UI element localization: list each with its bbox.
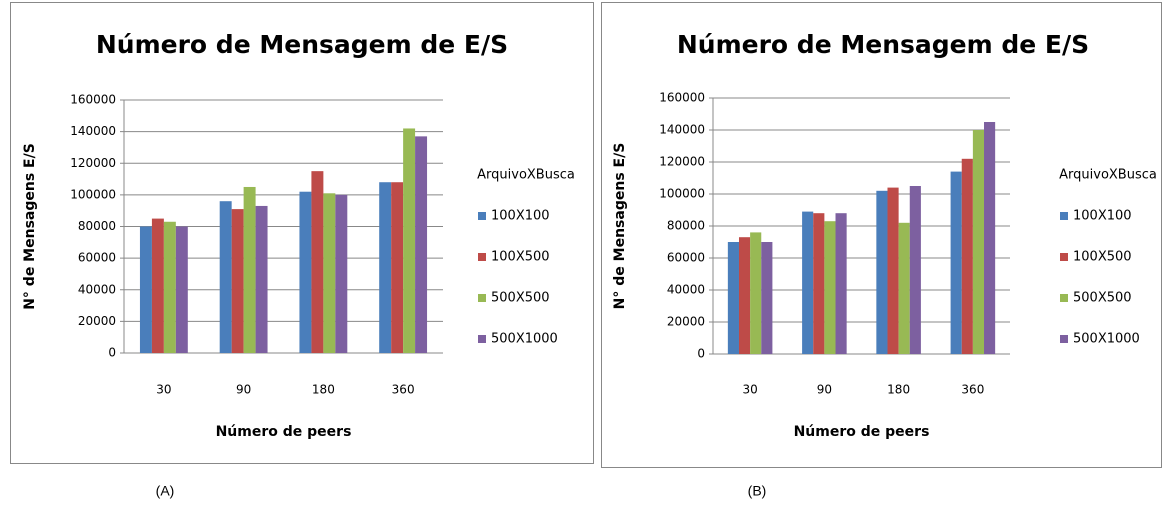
bar (887, 187, 899, 354)
bar (391, 182, 404, 353)
x-tick-label: 30 (742, 383, 757, 397)
bar (163, 221, 176, 353)
bar (835, 213, 847, 354)
bar (323, 193, 336, 353)
y-tick-label: 60000 (667, 251, 705, 265)
bar (151, 218, 164, 353)
bar (255, 205, 268, 353)
y-tick-label: 20000 (78, 314, 116, 328)
legend-swatch (1060, 294, 1068, 302)
x-tick-label: 30 (156, 383, 171, 397)
bar (824, 221, 836, 354)
legend-title: ArquivoXBusca (477, 168, 575, 183)
bar (311, 171, 324, 353)
bar (961, 158, 973, 354)
y-tick-label: 20000 (667, 315, 705, 329)
legend-swatch (478, 294, 486, 302)
y-tick-label: 40000 (78, 282, 116, 296)
y-tick-label: 100000 (659, 187, 705, 201)
bar (403, 128, 416, 353)
bar (750, 232, 762, 354)
x-tick-label: 360 (392, 383, 415, 397)
y-tick-label: 120000 (70, 156, 116, 170)
x-tick-label: 90 (236, 383, 251, 397)
y-tick-label: 40000 (667, 283, 705, 297)
bar (950, 171, 962, 354)
legend-swatch (478, 253, 486, 261)
bar (219, 201, 232, 353)
bar (972, 130, 985, 354)
bar (335, 194, 348, 353)
y-axis-label: N° de Mensagens E/S (612, 143, 628, 310)
bar (898, 222, 910, 354)
y-tick-label: 0 (697, 347, 705, 361)
y-axis-label: N° de Mensagens E/S (22, 143, 38, 310)
x-tick-label: 360 (961, 383, 984, 397)
bar (984, 122, 996, 354)
legend-label: 500X1000 (1073, 332, 1140, 347)
chart-title: Número de Mensagem de E/S (677, 30, 1089, 59)
bar (727, 242, 739, 354)
bar (243, 186, 256, 353)
y-tick-label: 100000 (70, 187, 116, 201)
legend-title: ArquivoXBusca (1059, 168, 1157, 183)
legend-label: 500X1000 (491, 332, 558, 347)
y-tick-label: 140000 (659, 123, 705, 137)
y-tick-label: 60000 (78, 251, 116, 265)
y-tick-label: 160000 (659, 91, 705, 105)
legend-label: 500X500 (491, 291, 550, 306)
legend-label: 100X100 (491, 209, 550, 224)
bar (813, 213, 825, 354)
legend-swatch (1060, 335, 1068, 343)
y-tick-label: 80000 (667, 219, 705, 233)
bar (761, 242, 773, 354)
bar (231, 209, 244, 353)
bar (139, 226, 152, 353)
legend-label: 500X500 (1073, 291, 1132, 306)
legend-swatch (478, 212, 486, 220)
x-tick-label: 180 (887, 383, 910, 397)
bar (415, 136, 428, 353)
y-tick-label: 80000 (78, 219, 116, 233)
bar (876, 190, 888, 354)
x-tick-label: 90 (817, 383, 832, 397)
legend-label: 100X500 (491, 250, 550, 265)
bar (909, 186, 921, 354)
legend-label: 100X500 (1073, 250, 1132, 265)
chart-title: Número de Mensagem de E/S (96, 30, 508, 59)
x-axis-label: Número de peers (794, 424, 930, 440)
caption: (A) (156, 483, 175, 499)
y-tick-label: 0 (108, 346, 116, 360)
legend-swatch (1060, 253, 1068, 261)
y-tick-label: 120000 (659, 155, 705, 169)
legend-swatch (1060, 212, 1068, 220)
bar (379, 182, 392, 353)
bar (175, 226, 188, 353)
x-tick-label: 180 (312, 383, 335, 397)
bar (738, 237, 751, 354)
caption: (B) (748, 483, 767, 499)
x-axis-label: Número de peers (216, 424, 352, 440)
legend-swatch (478, 335, 486, 343)
y-tick-label: 160000 (70, 93, 116, 107)
y-tick-label: 140000 (70, 124, 116, 138)
bar (299, 191, 312, 353)
bar (802, 211, 814, 354)
legend-label: 100X100 (1073, 209, 1132, 224)
